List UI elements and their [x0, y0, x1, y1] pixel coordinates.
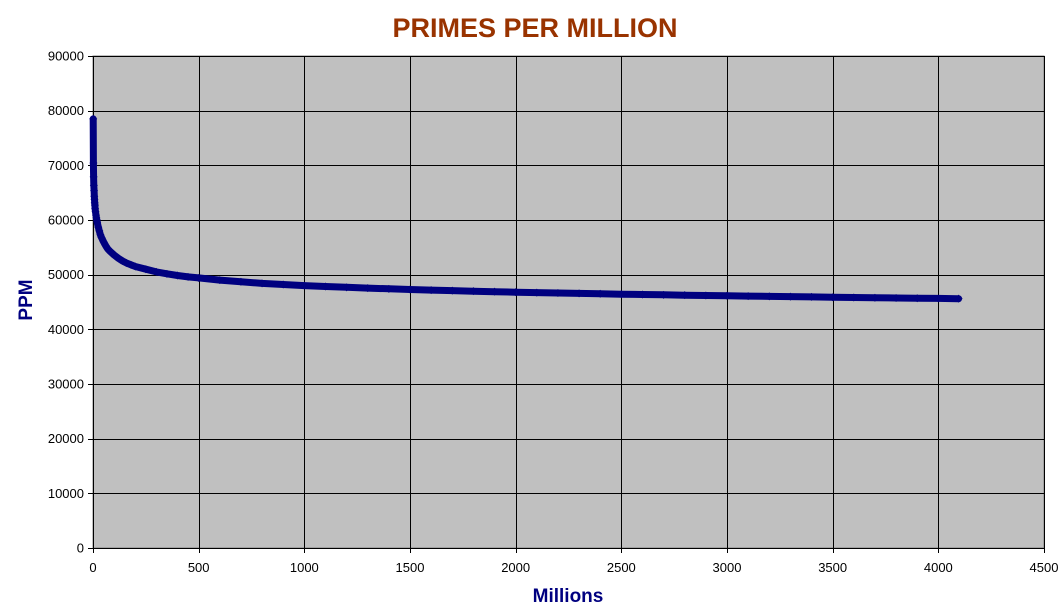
data-point: [173, 271, 182, 280]
data-point: [575, 289, 584, 298]
data-point: [342, 283, 351, 292]
x-tick-label: 4500: [1030, 560, 1059, 575]
data-point: [258, 279, 267, 288]
x-tick-label: 500: [188, 560, 210, 575]
data-points: [89, 114, 963, 303]
data-point: [511, 288, 520, 297]
x-tick-label: 4000: [924, 560, 953, 575]
data-point: [89, 172, 98, 181]
data-point: [913, 294, 922, 303]
y-tick-label: 30000: [48, 377, 84, 392]
data-point: [89, 181, 98, 190]
data-point: [162, 269, 171, 278]
gridlines: [93, 56, 1045, 548]
x-axis-title: Millions: [533, 586, 604, 607]
data-point: [141, 265, 150, 274]
data-point: [553, 289, 562, 298]
data-point: [448, 286, 457, 295]
y-tick-label: 20000: [48, 431, 84, 446]
data-point: [532, 288, 541, 297]
y-tick-label: 70000: [48, 158, 84, 173]
x-tick-label: 1000: [290, 560, 319, 575]
data-point: [105, 247, 114, 256]
data-point: [384, 284, 393, 293]
data-point: [892, 293, 901, 302]
data-point: [152, 267, 161, 276]
data-point: [870, 293, 879, 302]
data-point: [469, 287, 478, 296]
data-point: [90, 186, 99, 195]
y-tick-label: 90000: [48, 49, 84, 64]
data-point: [849, 293, 858, 302]
data-point: [765, 292, 774, 301]
data-point: [122, 259, 131, 268]
plot-area: [92, 55, 1045, 549]
data-point: [236, 277, 245, 286]
x-tick-label: 3500: [818, 560, 847, 575]
data-point: [89, 114, 98, 123]
chart-title: PRIMES PER MILLION: [392, 13, 677, 43]
data-point: [638, 290, 647, 299]
y-tick-label: 60000: [48, 213, 84, 228]
x-tick-label: 3000: [713, 560, 742, 575]
data-point: [184, 272, 193, 281]
data-point: [89, 158, 98, 167]
data-point: [427, 286, 436, 295]
data-point: [954, 294, 963, 303]
data-point: [659, 290, 668, 299]
data-point: [279, 280, 288, 289]
tick-labels: 0100002000030000400005000060000700008000…: [48, 49, 1059, 576]
y-axis-title: PPM: [16, 279, 37, 320]
y-tick-label: 10000: [48, 486, 84, 501]
y-tick-label: 80000: [48, 103, 84, 118]
data-point: [617, 290, 626, 299]
data-point: [321, 282, 330, 291]
y-tick-label: 0: [77, 541, 84, 556]
data-point: [596, 289, 605, 298]
data-point: [363, 284, 372, 293]
data-point: [490, 287, 499, 296]
data-point: [934, 294, 943, 303]
data-point: [786, 292, 795, 301]
x-tick-label: 1500: [396, 560, 425, 575]
x-tick-label: 2500: [607, 560, 636, 575]
data-point: [723, 291, 731, 300]
x-tick-label: 2000: [501, 560, 530, 575]
data-point: [300, 281, 309, 290]
x-tick-label: 0: [89, 560, 96, 575]
data-point: [680, 291, 689, 300]
y-tick-label: 50000: [48, 267, 84, 282]
data-point: [701, 291, 710, 300]
data-point: [828, 293, 837, 302]
data-point: [406, 285, 414, 294]
data-point: [194, 273, 203, 282]
y-tick-label: 40000: [48, 322, 84, 337]
data-point: [215, 276, 224, 285]
data-point: [807, 292, 816, 301]
data-point: [131, 262, 140, 271]
data-point: [744, 292, 753, 301]
